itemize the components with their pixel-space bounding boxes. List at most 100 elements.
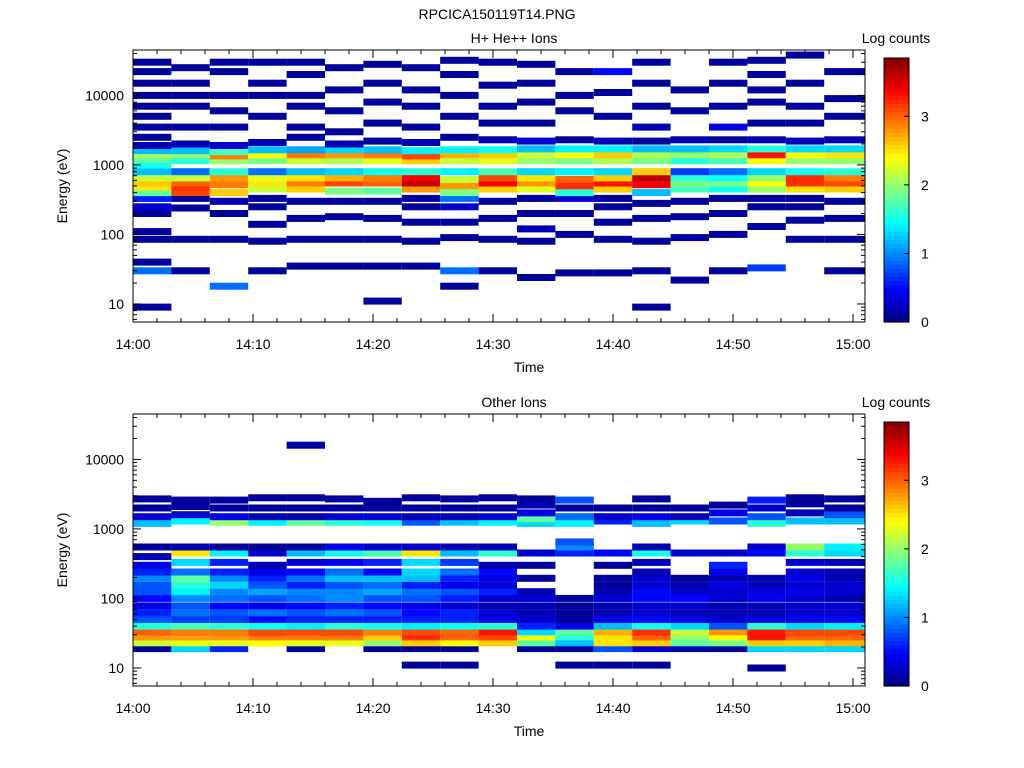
heatmap-cell (209, 504, 249, 512)
colorbar-band (884, 657, 909, 662)
heatmap-cell (401, 518, 441, 526)
heatmap-cell (478, 136, 517, 144)
heatmap-cell (171, 645, 210, 653)
heatmap-cell (401, 622, 441, 630)
colorbar-band (884, 124, 909, 129)
heatmap-cell (670, 513, 709, 521)
colorbar-band (884, 446, 909, 452)
heatmap-cell (440, 568, 479, 576)
heatmap-cell (401, 102, 441, 110)
heatmap-cell (555, 645, 594, 653)
heatmap-cell (747, 203, 786, 211)
heatmap-cell (248, 518, 287, 526)
heatmap-cell (440, 581, 479, 589)
heatmap-cell (593, 574, 633, 582)
heatmap-cell (785, 203, 825, 211)
chart-title: Other Ions (481, 394, 546, 410)
heatmap-cell (555, 609, 594, 617)
heatmap-cell (133, 639, 172, 647)
heatmap-cell (133, 210, 172, 217)
heatmap-cell (478, 581, 517, 589)
heatmap-cell (709, 615, 748, 623)
heatmap-cell (670, 574, 709, 582)
colorbar-band (884, 459, 909, 464)
heatmap-cell (209, 174, 249, 182)
heatmap-cell (133, 568, 172, 576)
heatmap-cell (747, 98, 786, 106)
heatmap-cell (785, 602, 825, 610)
heatmap-cell (133, 147, 172, 155)
colorbar-band (884, 681, 909, 687)
heatmap-cell (670, 622, 709, 630)
heatmap-cell (747, 119, 786, 127)
heatmap-cell (593, 622, 633, 630)
heatmap-cell (286, 574, 325, 582)
x-tick-label: 15:00 (835, 336, 870, 352)
heatmap-cell (824, 633, 865, 641)
heatmap-cell (785, 568, 825, 576)
heatmap-cell (401, 645, 441, 653)
heatmap-cell (440, 267, 479, 275)
heatmap-cell (133, 513, 172, 521)
heatmap-cell (286, 102, 325, 110)
colorbar-band (884, 483, 909, 489)
colorbar-band (884, 91, 909, 96)
heatmap-cell (325, 151, 364, 159)
heatmap-cell (209, 68, 249, 76)
colorbar-band (884, 500, 909, 506)
heatmap-cell (171, 204, 210, 212)
heatmap-cell (133, 183, 172, 191)
heatmap-cell (478, 594, 517, 602)
heatmap-cell (632, 504, 671, 512)
heatmap-cell (517, 194, 556, 202)
heatmap-cell (785, 609, 825, 617)
heatmap-cell (632, 594, 671, 602)
heatmap-cell (785, 102, 825, 110)
colorbar-band (884, 628, 909, 633)
heatmap-cell (248, 639, 287, 647)
heatmap-cell (325, 622, 364, 630)
heatmap-cell (517, 602, 556, 610)
heatmap-cell (670, 602, 709, 610)
heatmap-cell (517, 98, 556, 106)
heatmap-cell (286, 645, 325, 653)
heatmap-cell (325, 64, 364, 72)
heatmap-cell (133, 561, 172, 569)
colorbar-band (884, 603, 909, 609)
heatmap-cell (248, 237, 287, 245)
heatmap-cell (709, 509, 748, 517)
heatmap-cell (209, 633, 249, 641)
heatmap-cell (824, 609, 865, 617)
heatmap-cell (593, 561, 633, 569)
colorbar-band (884, 620, 909, 625)
heatmap-cell (171, 168, 210, 176)
heatmap-cell (593, 68, 633, 76)
heatmap-cell (401, 157, 441, 165)
heatmap-cell (171, 594, 210, 602)
heatmap-cell (632, 513, 671, 521)
heatmap-cell (401, 64, 441, 72)
heatmap-cell (286, 179, 325, 187)
heatmap-cell (747, 179, 786, 187)
heatmap-cell (440, 133, 479, 141)
colorbar-tick-label: 1 (921, 245, 929, 261)
heatmap-cell (171, 157, 210, 165)
heatmap-cell (632, 495, 671, 503)
heatmap-cell (209, 189, 249, 197)
colorbar-band (884, 247, 909, 253)
heatmap-cell (363, 581, 402, 589)
heatmap-cell (670, 136, 709, 144)
heatmap-cell (709, 174, 748, 182)
colorbar-band (884, 554, 909, 559)
heatmap-cell (785, 151, 825, 159)
heatmap-cell (248, 267, 287, 275)
heatmap-cell (785, 645, 825, 653)
heatmap-cell (517, 210, 556, 217)
heatmap-cell (286, 633, 325, 641)
heatmap-cell (363, 168, 402, 176)
heatmap-cell (478, 615, 517, 623)
heatmap-cell (286, 558, 325, 566)
colorbar-band (884, 566, 909, 572)
heatmap-cell (286, 157, 325, 165)
